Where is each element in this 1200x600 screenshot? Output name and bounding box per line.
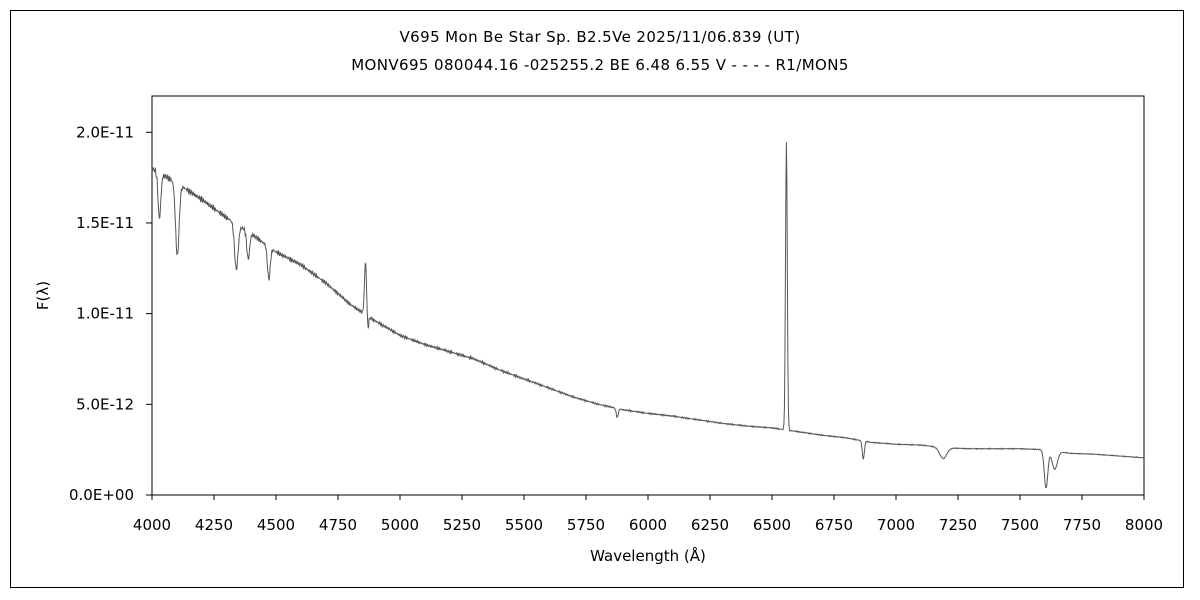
x-axis: 4000 4250 4500 4750 5000 5250 5500 5750 6000 6250… — [133, 495, 1163, 534]
x-tick-label: 6750 — [815, 516, 853, 534]
y-tick-label: 1.5E-11 — [76, 214, 134, 232]
y-axis-label: F(λ) — [34, 281, 52, 310]
x-tick-label: 8000 — [1125, 516, 1163, 534]
x-tick-label: 7750 — [1063, 516, 1101, 534]
spectrum-series-line — [151, 142, 1145, 489]
x-tick-label: 5000 — [381, 516, 419, 534]
x-axis-label: Wavelength (Å) — [590, 546, 706, 565]
y-axis: 0.0E+00 5.0E-12 1.0E-11 1.5E-11 2.0E-11 — [69, 123, 152, 504]
x-tick-label: 6250 — [691, 516, 729, 534]
x-tick-label: 4500 — [257, 516, 295, 534]
chart-frame — [10, 10, 1184, 588]
chart-subtitle: MONV695 080044.16 -025255.2 BE 6.48 6.55… — [351, 56, 849, 74]
chart-title: V695 Mon Be Star Sp. B2.5Ve 2025/11/06.8… — [399, 28, 801, 46]
x-tick-label: 6000 — [629, 516, 667, 534]
plot-area — [151, 95, 1145, 496]
y-tick-label: 2.0E-11 — [76, 123, 134, 141]
x-tick-label: 7500 — [1001, 516, 1039, 534]
y-tick-label: 0.0E+00 — [69, 486, 134, 504]
x-tick-label: 4750 — [319, 516, 357, 534]
x-tick-label: 5250 — [443, 516, 481, 534]
x-tick-label: 4000 — [133, 516, 171, 534]
x-tick-label: 6500 — [753, 516, 791, 534]
x-tick-label: 5500 — [505, 516, 543, 534]
x-tick-label: 7000 — [877, 516, 915, 534]
y-tick-label: 1.0E-11 — [76, 305, 134, 323]
x-tick-label: 4250 — [195, 516, 233, 534]
y-tick-label: 5.0E-12 — [76, 395, 134, 413]
x-tick-label: 5750 — [567, 516, 605, 534]
x-tick-label: 7250 — [939, 516, 977, 534]
